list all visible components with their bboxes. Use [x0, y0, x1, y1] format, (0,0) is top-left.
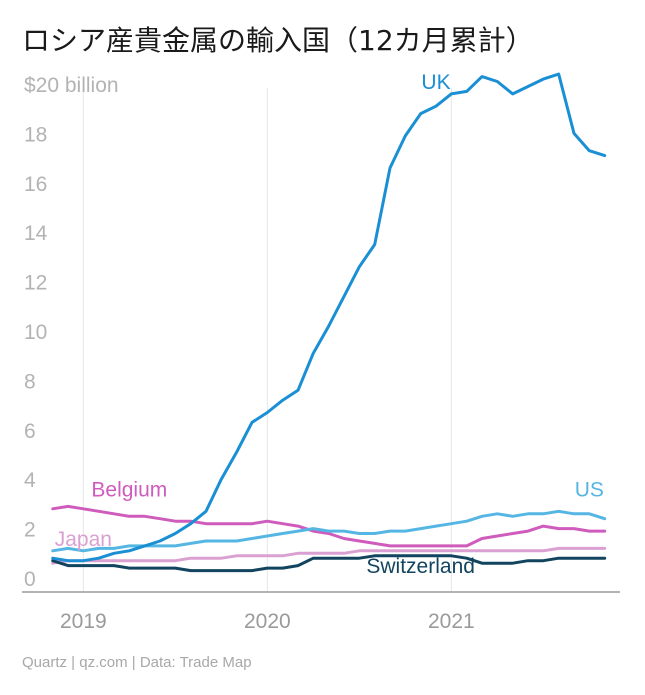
y-tick-18: 18	[24, 123, 47, 146]
x-tick-2020: 2020	[244, 610, 291, 633]
series-line-belgium	[51, 504, 607, 548]
series-label-belgium: Belgium	[91, 478, 167, 501]
x-tick-2019: 2019	[60, 610, 107, 633]
y-tick-10: 10	[24, 321, 47, 344]
series-label-us: US	[575, 478, 604, 501]
series-line-uk	[51, 72, 607, 563]
series-labels: UK US Belgium Japan Switzerland	[55, 71, 604, 578]
x-axis-ticks: 2019 2020 2021	[60, 610, 475, 633]
series-label-uk: UK	[421, 71, 450, 94]
series-label-switzerland: Switzerland	[366, 555, 475, 578]
series-line-japan	[51, 546, 607, 565]
source-note: Quartz | qz.com | Data: Trade Map	[22, 654, 252, 671]
y-tick-16: 16	[24, 173, 47, 196]
y-tick-4: 4	[24, 469, 36, 492]
y-tick-6: 6	[24, 420, 36, 443]
chart-title: ロシア産貴金属の輸入国（12カ月累計）	[22, 24, 534, 57]
x-tick-2021: 2021	[428, 610, 475, 633]
y-tick-8: 8	[24, 370, 36, 393]
y-tick-12: 12	[24, 272, 47, 295]
y-tick-0: 0	[24, 568, 36, 591]
series-line-switzerland	[51, 554, 607, 573]
y-tick-20: $20 billion	[24, 74, 119, 97]
y-tick-14: 14	[24, 222, 48, 245]
series-label-japan: Japan	[55, 528, 112, 551]
y-axis-ticks: 0 2 4 6 8 10 12 14 16 18 $20 billion	[24, 74, 119, 591]
series-lines	[51, 72, 607, 573]
y-tick-2: 2	[24, 519, 36, 542]
